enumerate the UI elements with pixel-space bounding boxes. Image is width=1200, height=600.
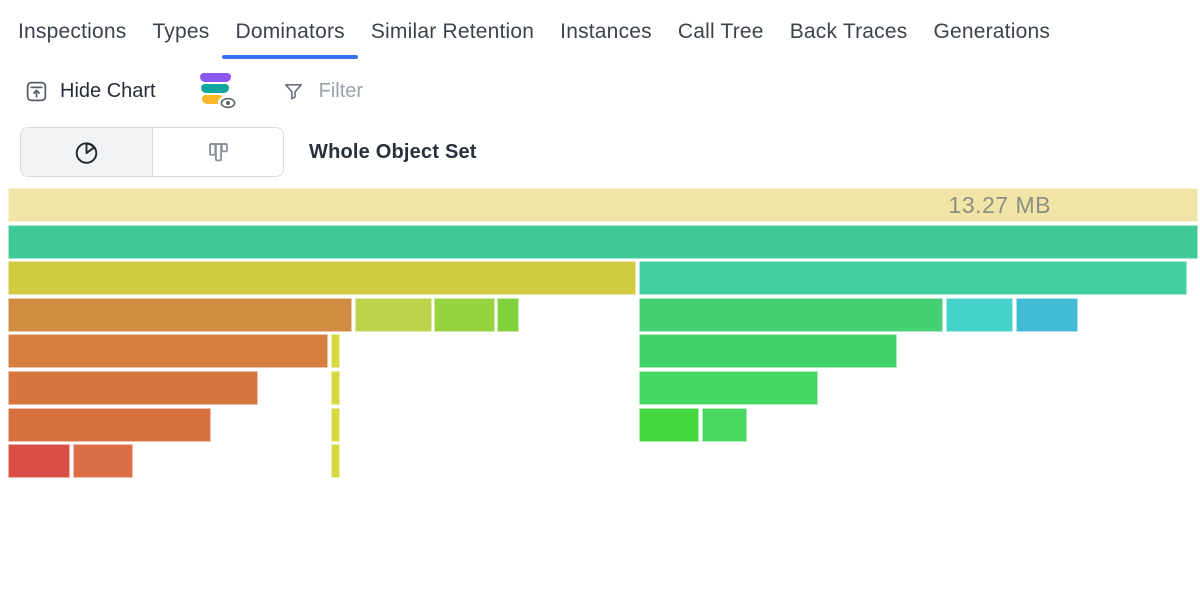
- chart-bar[interactable]: [1016, 298, 1078, 332]
- columns-view-button[interactable]: [152, 128, 283, 176]
- dominators-chart: 13.27 MB: [0, 188, 1200, 481]
- root-size-label: 13.27 MB: [948, 192, 1051, 218]
- chart-bar[interactable]: [331, 371, 340, 405]
- stack-bar-teal-icon: [200, 84, 229, 93]
- chart-toolbar: Hide Chart Filter: [0, 59, 1200, 111]
- filter-label: Filter: [318, 79, 364, 102]
- collapse-panel-icon: [24, 79, 49, 104]
- chart-bar[interactable]: [73, 444, 133, 478]
- chart-bar[interactable]: [702, 408, 747, 442]
- hide-chart-button[interactable]: Hide Chart: [24, 79, 156, 104]
- tab-inspections[interactable]: Inspections: [18, 20, 127, 43]
- columns-chart-icon: [205, 139, 232, 166]
- chart-bar[interactable]: 13.27 MB: [8, 188, 1198, 222]
- chart-visibility-button[interactable]: [198, 72, 238, 111]
- chart-bar[interactable]: [8, 225, 1198, 259]
- tab-similar-retention[interactable]: Similar Retention: [370, 20, 535, 43]
- hide-chart-label: Hide Chart: [60, 79, 156, 102]
- chart-bar[interactable]: [331, 444, 340, 478]
- chart-bar[interactable]: [8, 408, 211, 442]
- chart-bar[interactable]: [8, 371, 258, 405]
- chart-bar[interactable]: [434, 298, 495, 332]
- pie-chart-icon: [73, 139, 100, 166]
- tab-call-tree[interactable]: Call Tree: [677, 20, 764, 43]
- chart-bar[interactable]: [639, 334, 897, 368]
- tab-instances[interactable]: Instances: [560, 20, 652, 43]
- chart-bar[interactable]: [331, 408, 340, 442]
- stack-bar-amber-icon: [201, 95, 223, 104]
- tab-back-traces[interactable]: Back Traces: [789, 20, 908, 43]
- chart-bar[interactable]: [8, 261, 636, 295]
- chart-bar[interactable]: [8, 334, 328, 368]
- chart-bar[interactable]: [497, 298, 519, 332]
- chart-bar[interactable]: [355, 298, 432, 332]
- chart-title: Whole Object Set: [309, 140, 477, 163]
- chart-bar[interactable]: [639, 298, 943, 332]
- stack-bar-purple-icon: [199, 73, 231, 82]
- chart-bar[interactable]: [8, 298, 352, 332]
- filter-funnel-icon: [282, 80, 305, 103]
- tab-types[interactable]: Types: [152, 20, 210, 43]
- filter-button[interactable]: Filter: [282, 80, 363, 103]
- chart-bar[interactable]: [331, 334, 340, 368]
- chart-bar[interactable]: [639, 371, 818, 405]
- chart-bar[interactable]: [8, 444, 70, 478]
- tab-generations[interactable]: Generations: [933, 20, 1051, 43]
- eye-icon: [217, 95, 238, 111]
- tab-bar: Inspections Types Dominators Similar Retent…: [0, 0, 1200, 59]
- pie-view-button[interactable]: [21, 128, 152, 176]
- chart-bar[interactable]: [639, 408, 699, 442]
- chart-bar[interactable]: [639, 261, 1187, 295]
- tab-dominators[interactable]: Dominators: [222, 12, 359, 59]
- view-switcher: [20, 127, 284, 177]
- chart-bar[interactable]: [946, 298, 1013, 332]
- view-switcher-row: Whole Object Set: [20, 127, 1200, 177]
